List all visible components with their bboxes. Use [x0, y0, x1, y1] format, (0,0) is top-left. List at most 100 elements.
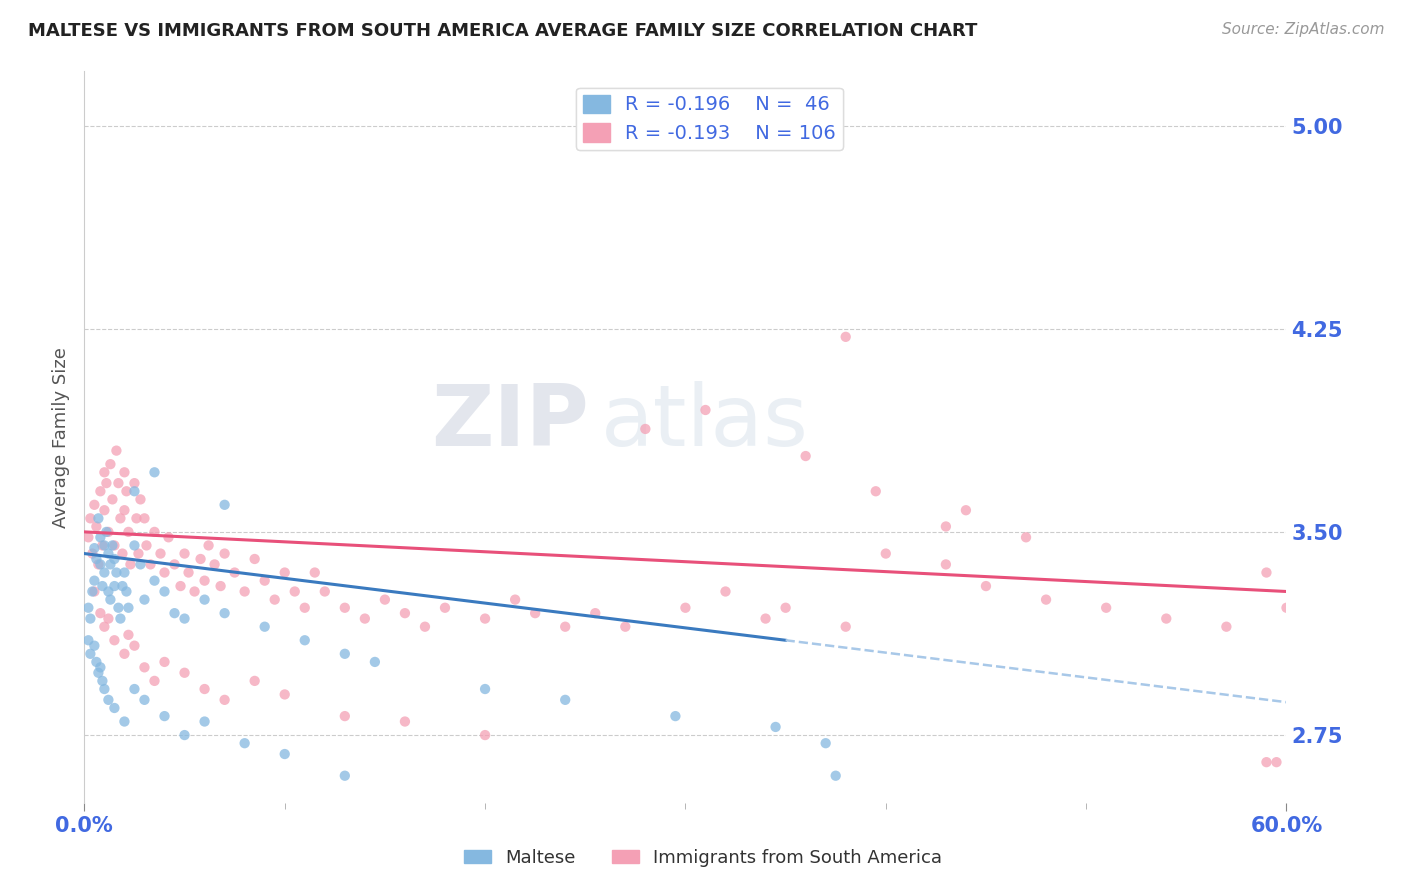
Point [87, 511, 110, 525]
Point [110, 511, 132, 525]
Point [79, 511, 101, 525]
Point [243, 673, 266, 688]
Point [824, 769, 846, 783]
Point [79, 647, 101, 661]
Point [103, 579, 125, 593]
Point [614, 620, 637, 634]
Point [134, 592, 156, 607]
Point [117, 600, 139, 615]
Point [1215, 620, 1237, 634]
Point [153, 709, 176, 723]
Point [135, 538, 157, 552]
Point [111, 579, 134, 593]
Point [110, 611, 132, 625]
Point [583, 606, 606, 620]
Point [194, 592, 217, 607]
Point [115, 484, 138, 499]
Point [554, 693, 576, 707]
Point [114, 503, 135, 517]
Point [96, 476, 118, 491]
Point [103, 633, 125, 648]
Point [83, 574, 105, 588]
Point [173, 728, 195, 742]
Point [1156, 611, 1178, 625]
Point [955, 503, 977, 517]
Point [124, 639, 146, 653]
Point [274, 747, 297, 761]
Point [333, 709, 356, 723]
Point [233, 584, 256, 599]
Text: MALTESE VS IMMIGRANTS FROM SOUTH AMERICA AVERAGE FAMILY SIZE CORRELATION CHART: MALTESE VS IMMIGRANTS FROM SOUTH AMERICA… [28, 22, 977, 40]
Point [125, 511, 148, 525]
Point [79, 611, 101, 625]
Point [114, 566, 135, 580]
Point [97, 524, 120, 539]
Point [224, 566, 246, 580]
Point [333, 600, 356, 615]
Point [304, 566, 326, 580]
Point [413, 620, 436, 634]
Point [1015, 530, 1038, 544]
Point [253, 574, 276, 588]
Point [157, 530, 180, 544]
Point [117, 628, 139, 642]
Point [82, 547, 104, 561]
Point [153, 566, 176, 580]
Point [474, 728, 496, 742]
Point [434, 600, 457, 615]
Point [374, 592, 396, 607]
Point [263, 592, 285, 607]
Point [204, 558, 226, 572]
Text: ZIP: ZIP [432, 381, 589, 464]
Point [284, 584, 307, 599]
Point [83, 541, 105, 556]
Point [173, 611, 195, 625]
Point [91, 673, 114, 688]
Point [173, 547, 195, 561]
Point [129, 492, 152, 507]
Y-axis label: Average Family Size: Average Family Size [52, 347, 70, 527]
Point [134, 511, 156, 525]
Point [124, 681, 146, 696]
Point [243, 552, 266, 566]
Point [253, 620, 276, 634]
Point [333, 769, 356, 783]
Point [83, 584, 105, 599]
Point [194, 681, 217, 696]
Point [100, 457, 122, 471]
Point [105, 566, 128, 580]
Point [143, 574, 166, 588]
Point [169, 579, 191, 593]
Point [103, 701, 125, 715]
Point [82, 584, 104, 599]
Point [114, 647, 135, 661]
Point [153, 655, 176, 669]
Point [835, 620, 858, 634]
Point [87, 558, 110, 572]
Point [1256, 755, 1278, 769]
Point [1035, 592, 1057, 607]
Point [194, 574, 217, 588]
Point [354, 611, 377, 625]
Point [89, 484, 111, 499]
Point [814, 736, 837, 750]
Point [86, 519, 108, 533]
Point [97, 584, 120, 599]
Point [214, 606, 236, 620]
Point [143, 673, 166, 688]
Point [503, 592, 526, 607]
Point [875, 547, 897, 561]
Point [97, 693, 120, 707]
Point [634, 422, 657, 436]
Point [935, 558, 957, 572]
Point [101, 492, 124, 507]
Point [394, 606, 416, 620]
Point [93, 566, 115, 580]
Point [765, 720, 787, 734]
Point [124, 484, 146, 499]
Point [794, 449, 817, 463]
Point [103, 538, 125, 552]
Point [127, 547, 149, 561]
Point [364, 655, 387, 669]
Point [664, 709, 686, 723]
